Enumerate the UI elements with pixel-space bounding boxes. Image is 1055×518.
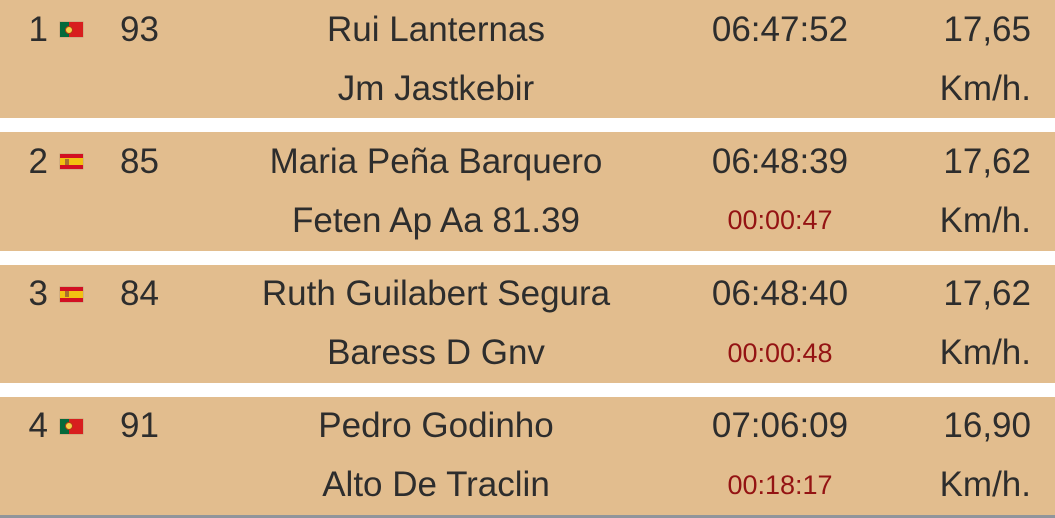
spain-flag-icon (59, 286, 83, 302)
speed-value: 17,62 (943, 141, 1031, 181)
flag-cell (50, 286, 92, 302)
result-row-line2: Alto De Traclin 00:18:17 Km/h. (0, 456, 1055, 515)
bib-number: 93 (120, 9, 159, 49)
rank-number: 4 (28, 406, 48, 446)
result-row-line1: 4 91 Pedro Godinho 07:06:09 16,90 (0, 397, 1055, 456)
rank-number: 1 (28, 9, 48, 49)
team-name: Feten Ap Aa 81.39 (291, 200, 580, 240)
finish-time: 06:48:40 (711, 274, 849, 314)
speed-unit: Km/h. (939, 465, 1031, 505)
speed-unit: Km/h. (939, 68, 1031, 108)
team-name: Jm Jastkebir (337, 68, 535, 108)
speed-unit: Km/h. (939, 200, 1031, 240)
spain-flag-icon (59, 154, 83, 170)
flag-cell (50, 154, 92, 170)
portugal-flag-icon (59, 22, 83, 38)
result-row-line1: 2 85 Maria Peña Barquero 06:48:39 17,62 (0, 132, 1055, 191)
result-row-line2: Feten Ap Aa 81.39 00:00:47 Km/h. (0, 191, 1055, 250)
finish-time: 06:48:39 (711, 141, 849, 181)
flag-cell (50, 22, 92, 38)
speed-unit: Km/h. (939, 333, 1031, 373)
bib-number: 91 (120, 406, 159, 446)
finish-time: 07:06:09 (711, 406, 849, 446)
bib-number: 84 (120, 274, 159, 314)
rider-name: Pedro Godinho (318, 406, 554, 446)
result-row[interactable]: 1 93 Rui Lanternas 06:47:52 17,65 Jm Jas… (0, 0, 1055, 119)
rider-name: Rui Lanternas (327, 9, 545, 49)
bib-number: 85 (120, 141, 159, 181)
result-row[interactable]: 4 91 Pedro Godinho 07:06:09 16,90 Alto D… (0, 396, 1055, 515)
team-name: Baress D Gnv (327, 333, 545, 373)
result-row[interactable]: 3 84 Ruth Guilabert Segura 06:48:40 17,6… (0, 264, 1055, 383)
flag-cell (50, 418, 92, 434)
result-row-line1: 1 93 Rui Lanternas 06:47:52 17,65 (0, 0, 1055, 59)
time-gap: 00:00:48 (727, 337, 833, 368)
rank-number: 3 (28, 274, 48, 314)
rank-number: 2 (28, 141, 48, 181)
speed-value: 16,90 (943, 406, 1031, 446)
result-row[interactable]: 2 85 Maria Peña Barquero 06:48:39 17,62 … (0, 132, 1055, 251)
speed-value: 17,65 (943, 9, 1031, 49)
team-name: Alto De Traclin (322, 465, 550, 505)
time-gap: 00:18:17 (727, 469, 833, 500)
result-row-line2: Baress D Gnv 00:00:48 Km/h. (0, 324, 1055, 383)
rider-name: Ruth Guilabert Segura (261, 274, 611, 314)
speed-value: 17,62 (943, 274, 1031, 314)
finish-time: 06:47:52 (711, 9, 849, 49)
result-row-line2: Jm Jastkebir Km/h. (0, 59, 1055, 118)
portugal-flag-icon (59, 418, 83, 434)
time-gap: 00:00:47 (727, 205, 833, 236)
rider-name: Maria Peña Barquero (269, 141, 603, 181)
result-row-line1: 3 84 Ruth Guilabert Segura 06:48:40 17,6… (0, 265, 1055, 324)
